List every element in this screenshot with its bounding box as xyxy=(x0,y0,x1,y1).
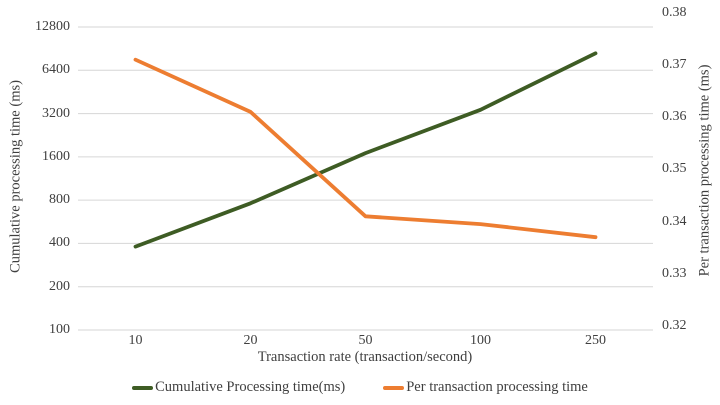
left-axis-tick-label: 200 xyxy=(49,278,70,294)
x-axis-tick-label: 20 xyxy=(243,333,258,348)
left-axis-tick-label: 800 xyxy=(49,192,70,208)
legend-entry-cumulative: Cumulative Processing time(ms) xyxy=(132,379,345,396)
left-axis-tick-label: 400 xyxy=(49,235,70,251)
legend-line-marker-per-transaction xyxy=(383,385,405,390)
left-axis-title: Cumulative processing time (ms) xyxy=(7,80,24,273)
x-axis-tick-label: 250 xyxy=(585,333,606,348)
x-axis-tick-label: 100 xyxy=(470,333,491,348)
legend-label-per-transaction: Per transaction processing time xyxy=(406,379,588,395)
legend-label-cumulative: Cumulative Processing time(ms) xyxy=(155,379,346,395)
right-axis-tick-label: 0.32 xyxy=(662,317,687,333)
right-axis-tick-label: 0.35 xyxy=(662,161,687,177)
right-axis-title: Per transaction processing time (ms) xyxy=(696,64,713,277)
left-axis-tick-label: 6400 xyxy=(42,62,70,78)
legend: Cumulative Processing time(ms) Per trans… xyxy=(0,379,720,396)
right-axis-tick-label: 0.36 xyxy=(662,109,687,125)
legend-entry-per-transaction: Per transaction processing time xyxy=(383,379,588,396)
left-axis-tick-label: 100 xyxy=(49,322,70,337)
series-line-cumulative xyxy=(133,51,598,249)
x-axis-title: Transaction rate (transaction/second) xyxy=(257,349,473,365)
series-line-per-transaction xyxy=(133,57,598,240)
legend-line-marker-cumulative xyxy=(132,385,154,390)
right-axis-tick-label: 0.33 xyxy=(662,265,687,281)
x-axis-tick-label: 10 xyxy=(128,333,143,348)
left-axis-tick-label: 1600 xyxy=(42,148,70,164)
x-axis-tick-label: 50 xyxy=(358,333,373,348)
left-axis-tick-label: 12800 xyxy=(35,19,70,34)
right-axis-tick-label: 0.37 xyxy=(662,56,687,72)
right-axis-tick-label: 0.34 xyxy=(662,213,687,229)
left-axis-tick-label: 3200 xyxy=(42,105,70,121)
right-axis-tick-label: 0.38 xyxy=(662,4,687,20)
